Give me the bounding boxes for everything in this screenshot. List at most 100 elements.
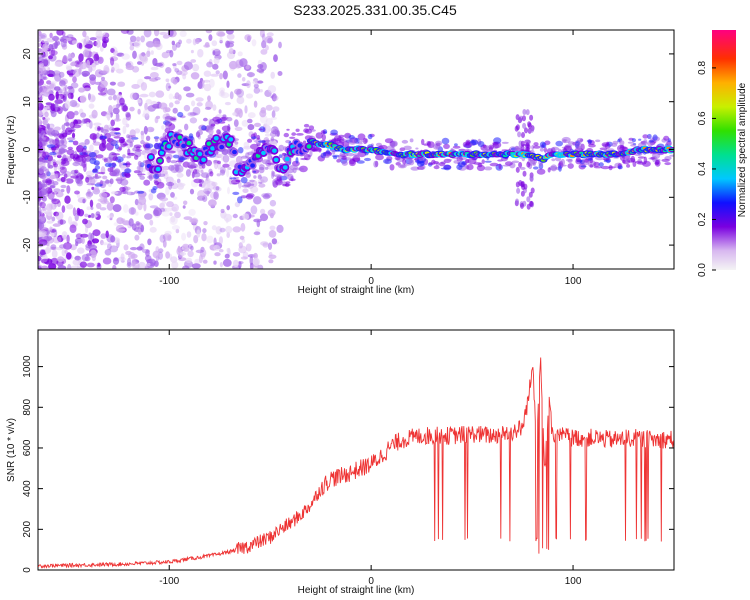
spectral-blob [226, 248, 231, 253]
ridge-cell-core [233, 169, 239, 175]
spectral-blob [501, 141, 509, 144]
spectral-blob [225, 225, 233, 234]
spectral-blob [54, 40, 58, 49]
spectral-blob [51, 146, 56, 154]
spectral-blob [443, 143, 450, 149]
spectral-blob [253, 87, 260, 94]
spectral-blob [98, 92, 106, 96]
spectral-blob [122, 154, 126, 159]
spectral-blob [38, 51, 42, 60]
spectral-blob [111, 169, 120, 177]
spectral-blob [238, 261, 242, 269]
spectral-blob [55, 246, 64, 251]
spectral-blob [82, 118, 86, 124]
spectral-blob [229, 177, 237, 180]
spectral-blob [215, 186, 220, 191]
spectral-blob [257, 80, 264, 84]
spectral-blob [226, 30, 234, 35]
spectral-blob [146, 50, 151, 57]
ridge-cell-core [166, 144, 172, 149]
spectral-blob [88, 103, 95, 109]
spectral-blob [222, 163, 230, 168]
spectral-blob [269, 131, 277, 138]
spectral-blob [511, 160, 520, 164]
spectral-blob [94, 176, 100, 179]
spectral-blob [268, 252, 273, 257]
spectral-blob [260, 208, 266, 215]
spectral-blob [120, 30, 130, 34]
spectral-blob [40, 213, 46, 222]
spectral-blob [74, 212, 79, 222]
spectral-blob [70, 265, 80, 269]
spectral-blob [45, 229, 50, 236]
spectral-blob [203, 79, 211, 83]
ridge-cell-core [306, 144, 312, 149]
spectral-blob [249, 256, 254, 266]
spectral-blob [46, 220, 54, 224]
spectral-blob [43, 135, 47, 138]
spectral-blob [188, 208, 196, 216]
ridge-cell-core [206, 141, 212, 146]
spectral-blob [140, 35, 146, 43]
spectral-blob [89, 157, 97, 165]
spectral-blob [544, 140, 551, 146]
spectral-blob [149, 77, 159, 82]
spectral-blob [620, 144, 625, 149]
spectral-blob [215, 70, 220, 75]
spectral-blob [187, 250, 194, 258]
spectral-blob [205, 100, 214, 110]
spectral-blob [69, 121, 75, 129]
spectral-blob [195, 38, 200, 45]
spectral-blob [270, 136, 275, 142]
spectral-blob [62, 95, 66, 101]
spectral-blob [375, 154, 384, 161]
spectral-blob [247, 138, 253, 143]
spectral-blob [532, 162, 537, 166]
spectral-blob [137, 108, 141, 115]
spectral-blob [90, 206, 94, 210]
spectral-blob [57, 236, 62, 243]
spectral-blob [171, 225, 180, 231]
spectral-blob [563, 145, 573, 152]
spectral-blob [241, 83, 250, 87]
spectral-blob [150, 72, 159, 79]
spectral-blob [69, 100, 78, 107]
spectral-blob [214, 252, 221, 257]
spectral-blob [109, 81, 116, 86]
spectral-blob [71, 220, 78, 225]
spectral-blob [118, 91, 122, 96]
spectral-blob [231, 179, 240, 185]
spectral-blob [245, 243, 252, 252]
spectral-blob [611, 143, 618, 147]
spectral-blob [38, 139, 47, 147]
spectral-blob [48, 93, 55, 101]
spectral-blob [190, 72, 200, 80]
spectral-blob [109, 196, 115, 204]
spectral-blob [49, 185, 56, 189]
spectral-blob [76, 42, 82, 49]
spectral-blob [84, 225, 89, 234]
spectral-blob [66, 185, 71, 194]
spectral-blob [539, 147, 545, 152]
spectral-blob [38, 161, 43, 166]
spectral-blob [420, 160, 425, 166]
spectrogram-y-tick-label: -10 [22, 190, 33, 205]
spectral-blob [663, 135, 670, 141]
spectral-blob [268, 259, 274, 264]
spectral-blob [637, 156, 646, 159]
spectral-blob [219, 36, 223, 43]
spectral-blob [119, 186, 126, 192]
spectral-blob [576, 137, 584, 143]
spectral-blob [137, 170, 143, 178]
spectral-blob [481, 159, 485, 165]
spectral-blob [104, 249, 112, 256]
ridge-cell-core [159, 150, 165, 155]
snr-y-tick-label: 800 [22, 399, 33, 416]
spectral-blob [58, 147, 66, 155]
spectral-blob [184, 123, 189, 131]
spectral-blob [408, 158, 415, 166]
snr-frame [37, 329, 675, 571]
spectral-blob [81, 154, 90, 157]
spectral-blob [566, 158, 573, 162]
spectral-blob [72, 259, 80, 266]
